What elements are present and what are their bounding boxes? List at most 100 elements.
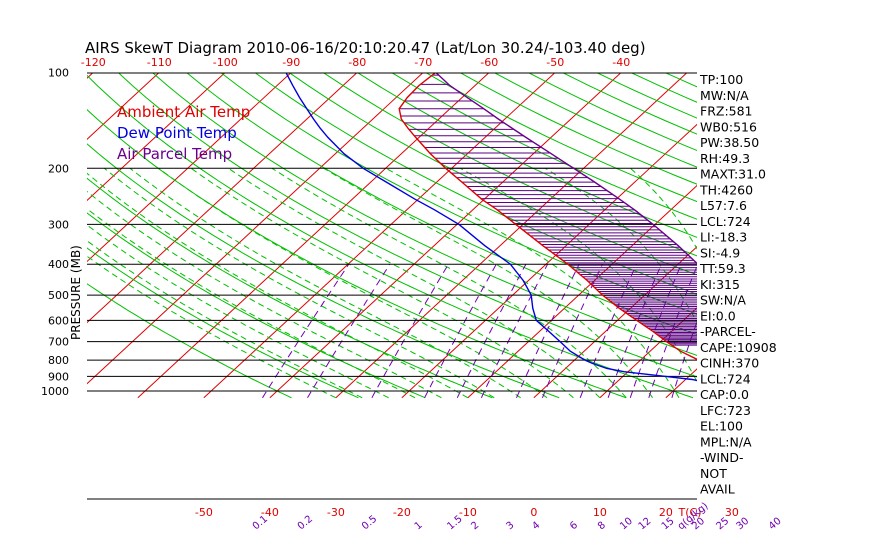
moist-adiabat-lines [87, 167, 811, 399]
pressure-tick-label: 1000 [41, 385, 69, 398]
isotherm-line [401, 123, 697, 399]
stat-item: LCL:724 [700, 371, 751, 386]
mixing-ratio-line [607, 264, 662, 398]
mixing-ratio-line [371, 263, 449, 399]
stat-item: -WIND- [700, 450, 744, 465]
stat-item: EL:100 [700, 419, 743, 434]
dry-adiabat-line [87, 212, 426, 399]
mixing-ratio-line [779, 264, 814, 398]
isotherm-line [203, 73, 556, 399]
stat-item: SI:-4.9 [700, 245, 740, 260]
stat-item: MAXT:31.0 [700, 167, 766, 182]
stat-item: SW:N/A [700, 293, 746, 308]
dry-adiabat-line [459, 73, 697, 185]
stat-item: CAP:0.0 [700, 387, 749, 402]
sounding-profiles [285, 73, 697, 382]
isotherm-line [87, 73, 160, 140]
mixing-ratio-tick-label: 1 [413, 520, 425, 533]
bottom-tick-label: 20 [659, 506, 673, 519]
mixing-ratio-line [541, 263, 603, 398]
dry-adiabat-line [87, 247, 359, 399]
dry-adiabat-line [87, 109, 627, 399]
dry-adiabat-line [152, 73, 697, 356]
isotherm-line [533, 246, 697, 399]
mixing-ratio-line [262, 263, 350, 399]
stat-item: LFC:723 [700, 403, 751, 418]
bottom-tick-label: -40 [261, 506, 279, 519]
stat-item: CINH:370 [700, 356, 759, 371]
stats-panel: TP:100MW:N/AFRZ:581WB0:516PW:38.50RH:49.… [699, 72, 777, 497]
bottom-tick-label: 30 [725, 506, 739, 519]
pressure-tick-label: 400 [48, 258, 69, 271]
mixing-ratio-tick-label: 12 [637, 516, 654, 533]
pressure-axis-labels: 100 200 300 400 500 600 700 800 900 1000 [41, 66, 69, 398]
pressure-tick-label: 500 [48, 289, 69, 302]
isotherm-line [798, 58, 870, 398]
stat-item: WB0:516 [700, 119, 757, 134]
mixing-ratio-tick-label: 0.5 [360, 514, 379, 533]
moist-adiabat-line [190, 167, 574, 399]
dry-adiabat-line [528, 73, 697, 152]
legend-dewpoint-label: Dew Point Temp [117, 124, 237, 142]
moist-adiabat-line [87, 255, 337, 399]
stat-item: KI:315 [700, 277, 740, 292]
dry-adiabat-line [323, 73, 697, 257]
stat-item: L57:7.6 [700, 198, 747, 213]
moist-adiabat-line [545, 167, 697, 324]
bottom-tick-label: -50 [195, 506, 213, 519]
top-tick-label: -60 [480, 56, 498, 69]
mixing-ratio-tick-label: 2 [469, 520, 481, 533]
legend: Ambient Air Temp Dew Point Temp Air Parc… [117, 103, 250, 163]
mixing-ratio-line [456, 263, 527, 399]
isotherm-line [599, 307, 697, 399]
dry-adiabat-line [87, 143, 560, 399]
stat-item: FRZ:581 [700, 104, 753, 119]
isotherm-line [87, 73, 358, 324]
mixing-ratio-line [516, 263, 580, 399]
dry-adiabat-line [391, 73, 697, 220]
bottom-tick-label: -30 [327, 506, 345, 519]
pressure-tick-label: 200 [48, 162, 69, 175]
pressure-tick-label: 600 [48, 314, 69, 327]
top-tick-label: -120 [81, 56, 106, 69]
moist-adiabat-line [87, 172, 469, 399]
top-tick-label: -90 [282, 56, 300, 69]
stat-item: CAPE:10908 [700, 340, 777, 355]
dewpoint-temp-line [285, 73, 697, 382]
mixing-ratio-tick-label: 8 [596, 520, 608, 533]
stat-item: TH:4260 [699, 182, 753, 197]
stat-item: -PARCEL- [700, 324, 756, 339]
mixing-ratio-tick-label: 6 [568, 520, 580, 533]
dry-adiabat-line [254, 73, 697, 295]
mixing-ratio-line [307, 263, 391, 399]
pressure-tick-label: 800 [48, 354, 69, 367]
moist-adiabat-line [385, 167, 680, 399]
moist-adiabat-line [87, 190, 442, 399]
top-tick-label: -80 [348, 56, 366, 69]
mixing-ratio-line [480, 263, 549, 399]
top-tick-label: -40 [612, 56, 630, 69]
isotherm-line [137, 73, 490, 399]
mixing-ratio-tick-label: 4 [530, 520, 542, 533]
temp-unit-label: T(C) [678, 506, 702, 519]
pressure-tick-label: 100 [48, 66, 69, 79]
legend-ambient-label: Ambient Air Temp [117, 103, 250, 121]
stat-item: LCL:724 [700, 214, 751, 229]
top-tick-label: -110 [147, 56, 172, 69]
mixing-ratio-tick-label: 10 [618, 516, 635, 533]
moist-adiabat-line [762, 168, 811, 397]
bottom-axis-labels: -50 -40 -30 -20 -10 0 10 20 30 [195, 506, 739, 519]
pressure-tick-label: 300 [48, 218, 69, 231]
isobar-lines [87, 167, 697, 392]
top-tick-label: -50 [546, 56, 564, 69]
stat-item: AVAIL [700, 482, 735, 497]
stat-item: TP:100 [699, 72, 743, 87]
moist-adiabat-line [87, 208, 416, 399]
bottom-tick-label: 10 [593, 506, 607, 519]
isotherm-line [87, 73, 226, 202]
moist-adiabat-line [87, 224, 389, 399]
isotherm-line [0, 58, 43, 398]
top-axis-labels: -120 -110 -100 -90 -80 -70 -60 -50 -40 [81, 56, 630, 69]
stat-item: TT:59.3 [699, 261, 746, 276]
